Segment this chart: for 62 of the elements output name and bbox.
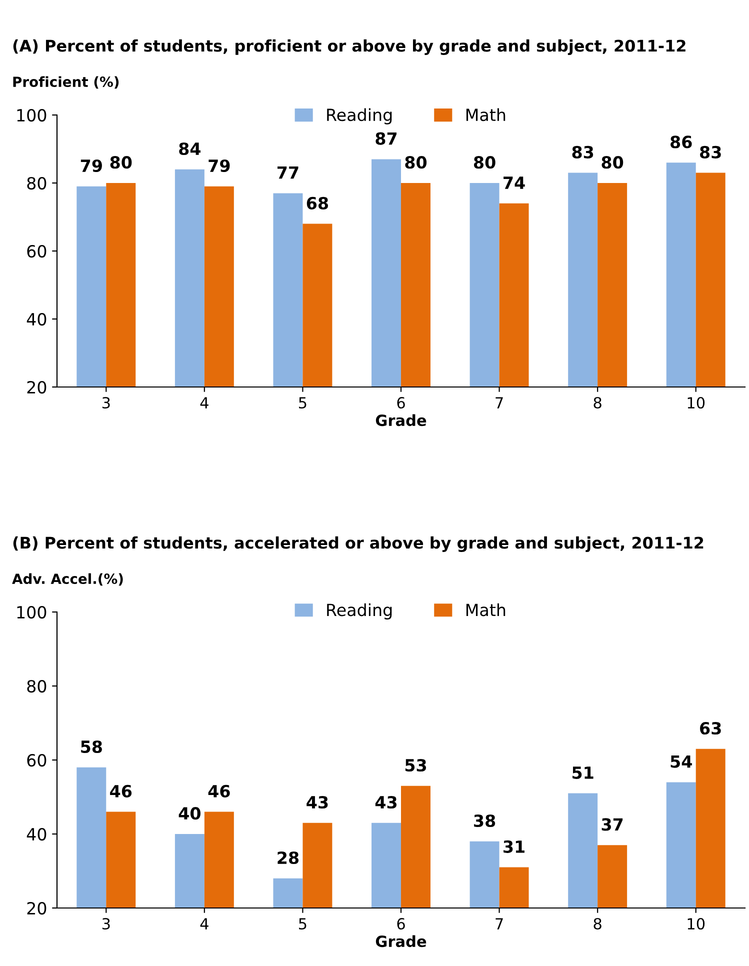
x-tick-label: 8 [594,918,602,930]
legend-label: Reading [327,603,392,620]
data-label: 63 [700,722,721,735]
data-label: 80 [405,156,427,169]
y-tick-label: 60 [27,754,46,767]
legend-label: Math [466,603,506,616]
y-tick-label: 80 [27,176,46,190]
data-label: 58 [81,740,102,754]
data-label: 83 [700,146,721,158]
y-tick-label: 40 [26,312,46,326]
data-label: 80 [602,156,624,169]
y-tick-label: 20 [27,902,46,915]
data-label: 83 [572,146,594,158]
data-label: 84 [179,142,201,156]
data-label: 38 [474,814,496,828]
x-tick-label: 5 [299,397,306,409]
data-label: 51 [572,766,594,779]
legend-label: Math [466,108,506,122]
x-tick-label: 10 [688,918,705,930]
data-label: 28 [278,851,299,864]
data-label: 43 [375,796,397,809]
data-label: 68 [306,196,328,210]
y-axis-title: Adv. Accel.(%) [12,573,123,586]
x-axis-title: Grade [376,935,426,948]
x-tick-label: 3 [102,918,110,930]
data-label: 53 [405,758,426,772]
data-label: 46 [110,784,132,798]
x-tick-label: 6 [397,396,405,409]
data-label: 77 [277,166,298,179]
y-tick-label: 20 [27,380,46,394]
x-tick-label: 4 [200,397,208,408]
data-label: 80 [474,156,496,169]
data-label: 74 [504,176,525,189]
data-label: 46 [208,784,230,798]
x-tick-label: 7 [496,918,503,930]
y-axis-title: Proficient (%) [13,76,119,89]
data-label: 37 [602,818,623,831]
data-label: 79 [208,159,230,172]
chart-title: (B) Percent of students, accelerated or above by grade and subject, 2011-12 [13,536,704,552]
data-label: 79 [80,159,102,172]
chart-title: (A) Percent of students, proficient or above by grade and subject, 2011-12 [13,39,686,55]
x-tick-label: 10 [688,396,705,409]
y-tick-label: 60 [27,244,46,258]
data-label: 40 [178,807,200,820]
x-tick-label: 7 [496,397,503,408]
data-label: 80 [110,156,132,169]
data-label: 86 [670,136,692,148]
y-tick-label: 100 [17,108,46,122]
data-label: 87 [376,132,397,145]
x-tick-label: 5 [299,918,306,930]
y-tick-label: 100 [17,606,46,619]
x-tick-label: 6 [397,918,405,930]
y-tick-label: 80 [27,680,46,693]
x-axis-title: Grade [376,414,426,426]
x-tick-label: 4 [200,918,208,930]
x-tick-label: 8 [594,396,602,409]
data-label: 31 [504,840,524,853]
data-label: 54 [670,755,692,768]
data-label: 43 [306,796,328,809]
legend-label: Reading [327,108,392,124]
y-tick-label: 40 [26,828,46,841]
x-tick-label: 3 [102,396,110,409]
